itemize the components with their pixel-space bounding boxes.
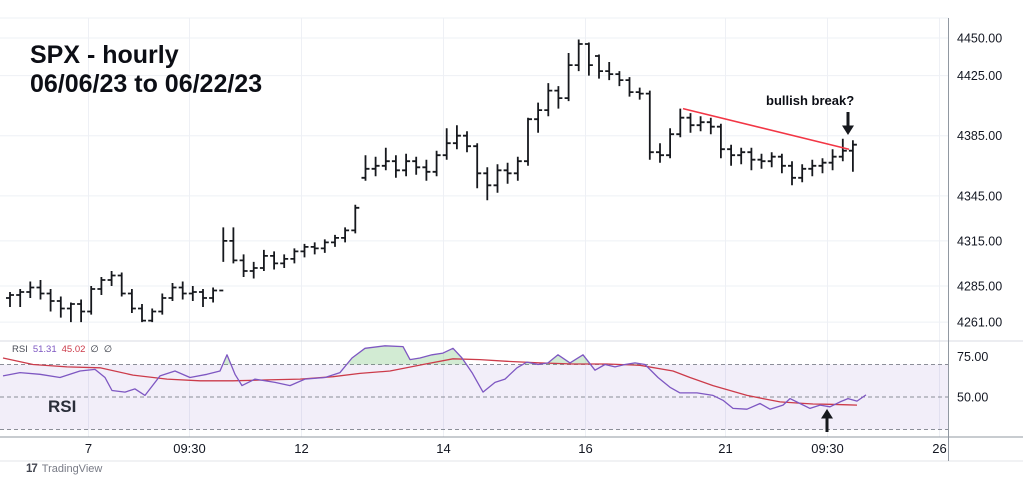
rsi-line xyxy=(2,345,867,410)
rsi-axis-label: 75.00 xyxy=(957,350,988,364)
rsi-overbought-fill xyxy=(3,345,866,365)
time-axis[interactable]: 7 09:30 12 14 16 21 09:30 26 xyxy=(85,441,947,456)
rsi-legend-param1: ∅ xyxy=(90,344,99,355)
rsi-ma-line xyxy=(2,357,858,406)
time-axis-label: 12 xyxy=(294,441,308,456)
rsi-legend-value: 51.31 xyxy=(32,344,57,355)
ohlc-bars xyxy=(6,39,857,323)
time-axis-label: 09:30 xyxy=(173,441,206,456)
price-axis-label: 4345.00 xyxy=(957,189,1002,203)
price-axis[interactable]: 4450.00 4425.00 4385.00 4345.00 4315.00 4285.… xyxy=(957,32,1002,405)
time-axis-label: 09:30 xyxy=(811,441,844,456)
time-axis-label: 16 xyxy=(578,441,592,456)
time-axis-label: 14 xyxy=(436,441,450,456)
rsi-ma-legend-value: 45.02 xyxy=(61,344,86,355)
price-axis-label: 4425.00 xyxy=(957,69,1002,83)
up-arrow-icon[interactable] xyxy=(821,409,833,432)
rsi-legend-param2: ∅ xyxy=(103,344,112,355)
bullish-break-annotation[interactable]: bullish break? xyxy=(766,93,855,108)
rsi-pane-label[interactable]: RSI xyxy=(48,397,77,416)
price-axis-label: 4385.00 xyxy=(957,129,1002,143)
time-axis-label: 21 xyxy=(718,441,732,456)
price-axis-label: 4261.00 xyxy=(957,316,1002,330)
time-axis-label: 26 xyxy=(932,441,946,456)
rsi-legend-name: RSI xyxy=(12,344,28,355)
tradingview-brand-text: TradingView xyxy=(41,463,103,475)
price-axis-label: 4285.00 xyxy=(957,280,1002,294)
chart-title: SPX - hourly 06/06/23 to 06/22/23 xyxy=(30,41,262,99)
trendline[interactable] xyxy=(682,107,850,150)
down-arrow-icon[interactable] xyxy=(842,112,854,135)
tradingview-logo-icon: 17 xyxy=(26,463,38,475)
time-axis-label: 7 xyxy=(85,441,92,456)
price-axis-label: 4315.00 xyxy=(957,234,1002,248)
price-axis-label: 4450.00 xyxy=(957,32,1002,46)
chart-title-symbol: SPX - hourly xyxy=(30,41,179,69)
tradingview-attribution[interactable]: 17 TradingView xyxy=(26,463,102,475)
rsi-axis-label: 50.00 xyxy=(957,391,988,405)
rsi-legend[interactable]: RSI 51.31 45.02 ∅ ∅ xyxy=(12,344,112,355)
chart-title-range: 06/06/23 to 06/22/23 xyxy=(30,70,263,98)
